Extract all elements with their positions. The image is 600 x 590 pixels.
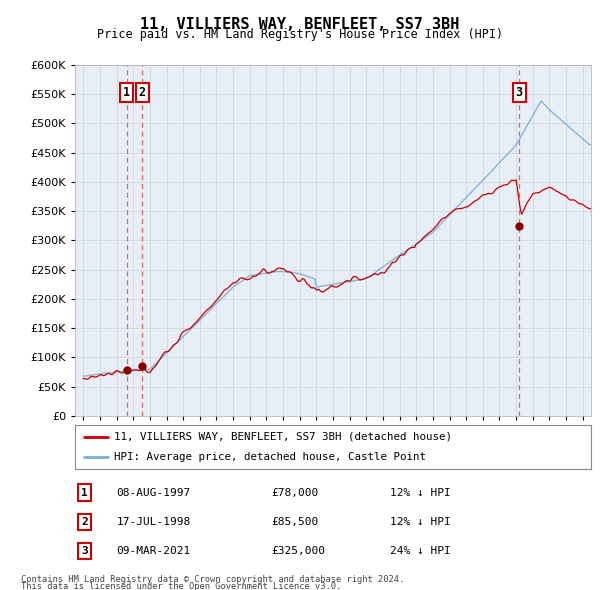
Text: £78,000: £78,000 bbox=[271, 487, 319, 497]
Text: 2: 2 bbox=[81, 517, 88, 527]
Text: 24% ↓ HPI: 24% ↓ HPI bbox=[390, 546, 451, 556]
Text: 1: 1 bbox=[123, 86, 130, 99]
Text: 3: 3 bbox=[515, 86, 523, 99]
Text: £85,500: £85,500 bbox=[271, 517, 319, 527]
Text: 08-AUG-1997: 08-AUG-1997 bbox=[116, 487, 191, 497]
Text: 12% ↓ HPI: 12% ↓ HPI bbox=[390, 487, 451, 497]
Text: 2: 2 bbox=[139, 86, 146, 99]
Text: 11, VILLIERS WAY, BENFLEET, SS7 3BH: 11, VILLIERS WAY, BENFLEET, SS7 3BH bbox=[140, 17, 460, 31]
Text: 09-MAR-2021: 09-MAR-2021 bbox=[116, 546, 191, 556]
Text: This data is licensed under the Open Government Licence v3.0.: This data is licensed under the Open Gov… bbox=[21, 582, 341, 590]
Text: 17-JUL-1998: 17-JUL-1998 bbox=[116, 517, 191, 527]
Text: HPI: Average price, detached house, Castle Point: HPI: Average price, detached house, Cast… bbox=[114, 452, 426, 462]
Text: 3: 3 bbox=[81, 546, 88, 556]
Text: Price paid vs. HM Land Registry's House Price Index (HPI): Price paid vs. HM Land Registry's House … bbox=[97, 28, 503, 41]
Text: 12% ↓ HPI: 12% ↓ HPI bbox=[390, 517, 451, 527]
Text: £325,000: £325,000 bbox=[271, 546, 325, 556]
Text: Contains HM Land Registry data © Crown copyright and database right 2024.: Contains HM Land Registry data © Crown c… bbox=[21, 575, 404, 584]
Text: 11, VILLIERS WAY, BENFLEET, SS7 3BH (detached house): 11, VILLIERS WAY, BENFLEET, SS7 3BH (det… bbox=[114, 432, 452, 442]
Text: 1: 1 bbox=[81, 487, 88, 497]
